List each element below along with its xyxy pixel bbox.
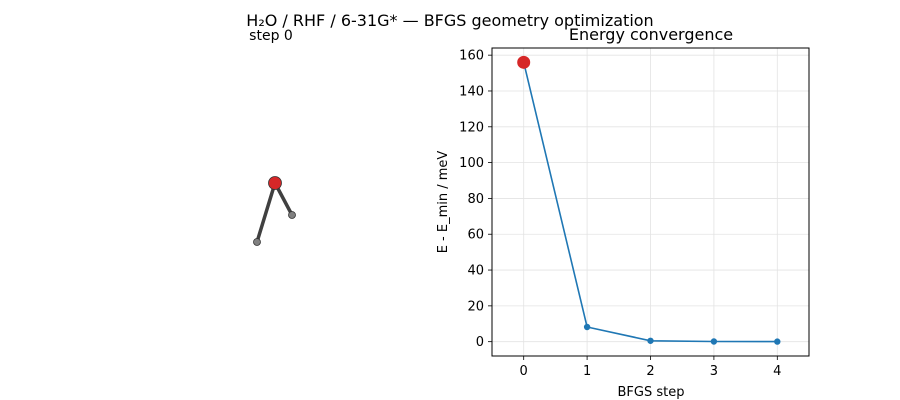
molecule-panel: step 0: [249, 28, 296, 246]
hydrogen-atom-1: [253, 238, 261, 246]
x-axis-label: BFGS step: [618, 385, 685, 400]
y-tick-label: 40: [467, 264, 484, 279]
data-point: [710, 338, 718, 345]
x-tick-label: 3: [710, 364, 718, 379]
y-axis: 0 20 40 60 80 100 120 140 160: [459, 49, 492, 350]
y-tick-label: 120: [459, 120, 484, 135]
data-point: [647, 337, 654, 344]
x-axis: 0 1 2 3 4: [520, 356, 781, 379]
y-tick-label: 140: [459, 84, 484, 99]
chart-title: Energy convergence: [569, 25, 733, 44]
y-tick-label: 160: [459, 49, 484, 64]
data-point: [774, 338, 781, 345]
data-point: [583, 323, 591, 331]
y-tick-label: 80: [467, 192, 484, 207]
x-tick-label: 4: [773, 364, 781, 379]
x-tick-label: 2: [646, 364, 654, 379]
y-axis-label: E - E_min / meV: [436, 151, 451, 254]
y-tick-label: 0: [476, 335, 484, 350]
figure-title: H₂O / RHF / 6-31G* — BFGS geometry optim…: [246, 11, 653, 30]
bond-o-h1: [255, 181, 277, 244]
molecule-panel-title: step 0: [249, 28, 293, 44]
y-tick-label: 60: [467, 228, 484, 243]
y-tick-label: 100: [459, 156, 484, 171]
current-step-marker: [517, 55, 531, 69]
x-tick-label: 0: [520, 364, 528, 379]
x-tick-label: 1: [583, 364, 591, 379]
energy-chart: 0 1 2 3 4 0 20 40 60 80 100 120 140 160 Energy conve…: [436, 25, 810, 400]
y-tick-label: 20: [467, 299, 484, 314]
hydrogen-atom-2: [288, 211, 296, 219]
series: [517, 55, 781, 345]
oxygen-atom: [268, 176, 282, 190]
